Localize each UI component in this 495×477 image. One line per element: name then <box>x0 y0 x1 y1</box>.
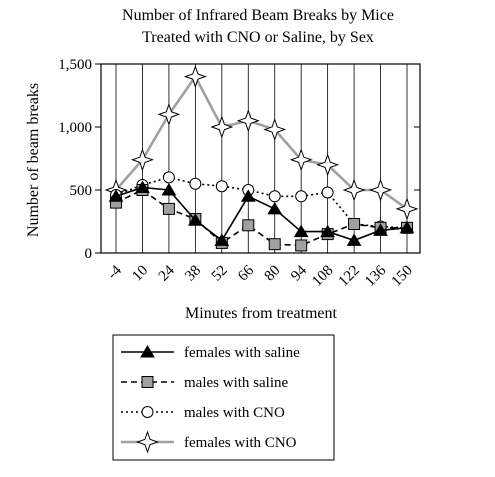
data-point-square <box>242 219 255 232</box>
x-tick-label: 108 <box>309 263 336 290</box>
data-point-triangle <box>161 183 177 196</box>
tick-labels: 0 500 1,000 1,500 -4 10 24 38 52 66 80 94 108 122 136 1… <box>58 57 416 290</box>
data-point-star4 <box>395 197 419 221</box>
data-point-star4 <box>183 65 207 89</box>
series-line <box>115 186 408 242</box>
x-tick-label: 24 <box>156 262 178 284</box>
data-point-triangle <box>267 201 283 215</box>
data-point-circle <box>215 180 228 193</box>
legend-marker <box>140 345 155 358</box>
data-point-triangle <box>187 213 203 226</box>
data-point-triangle <box>293 224 309 238</box>
series-females-with-saline <box>108 180 415 246</box>
data-point-circle <box>189 177 202 190</box>
data-point-square <box>348 218 361 231</box>
legend: females with saline males with saline male… <box>112 334 335 461</box>
y-tick-label: 500 <box>70 183 93 199</box>
legend-entry: females with CNO <box>121 430 297 454</box>
data-point-square <box>295 239 308 252</box>
y-tick-label: 0 <box>85 246 93 262</box>
data-point-star4 <box>130 148 154 172</box>
data-point-triangle <box>108 189 124 202</box>
data-point-triangle <box>399 220 415 234</box>
y-tick-label: 1,000 <box>58 120 92 136</box>
x-tick-label: 10 <box>129 263 151 285</box>
data-point-circle <box>268 190 281 203</box>
x-axis-label: Minutes from treatment <box>185 305 338 322</box>
legend-label: females with saline <box>184 345 300 361</box>
data-point-circle <box>321 186 334 199</box>
legend-label: females with CNO <box>184 435 297 451</box>
data-point-star4 <box>369 178 393 202</box>
chart-title-line-1: Number of Infrared Beam Breaks by Mice <box>122 7 394 24</box>
data-point-triangle <box>346 233 362 246</box>
data-point-star4 <box>289 148 313 172</box>
y-tick-label: 1,500 <box>58 57 92 73</box>
x-tick-label: 52 <box>209 263 231 285</box>
x-tick-label: 94 <box>288 262 310 284</box>
series-males-with-saline <box>110 184 413 252</box>
x-tick-label: -4 <box>105 262 126 283</box>
x-tick-label: 136 <box>362 262 390 290</box>
x-tick-label: 150 <box>389 263 416 290</box>
data-point-star4 <box>236 109 260 133</box>
series-line <box>115 189 407 247</box>
legend-entry: males with CNO <box>121 405 285 421</box>
legend-entry: males with saline <box>121 375 288 391</box>
data-point-triangle <box>320 224 336 238</box>
x-tick-label: 80 <box>262 263 284 285</box>
data-point-star4 <box>342 178 366 202</box>
data-point-star4 <box>263 118 287 142</box>
legend-marker <box>135 430 160 454</box>
legend-marker <box>141 406 154 418</box>
series-females-with-CNO <box>104 65 419 221</box>
legend-marker <box>141 376 154 388</box>
legend-entry: females with saline <box>121 345 300 361</box>
y-axis-label: Number of beam breaks <box>25 83 42 237</box>
legend-label: males with CNO <box>184 405 285 421</box>
data-point-triangle <box>214 233 230 246</box>
data-point-square <box>268 238 281 251</box>
x-tick-label: 122 <box>336 263 363 290</box>
chart-title-line-2: Treated with CNO or Saline, by Sex <box>142 29 374 46</box>
x-tick-label: 66 <box>235 262 257 284</box>
data-point-square <box>162 202 175 215</box>
data-point-star4 <box>210 115 234 139</box>
legend-label: males with saline <box>184 375 288 391</box>
series-lines <box>104 65 419 252</box>
data-point-star4 <box>157 102 181 126</box>
x-tick-label: 38 <box>182 263 204 285</box>
data-point-triangle <box>373 223 388 236</box>
data-point-circle <box>295 190 308 203</box>
plot-frame <box>100 63 421 254</box>
data-point-triangle <box>135 180 150 193</box>
data-point-triangle <box>240 189 256 202</box>
data-point-circle <box>162 171 175 184</box>
data-point-star4 <box>316 153 340 177</box>
axes <box>95 63 421 254</box>
